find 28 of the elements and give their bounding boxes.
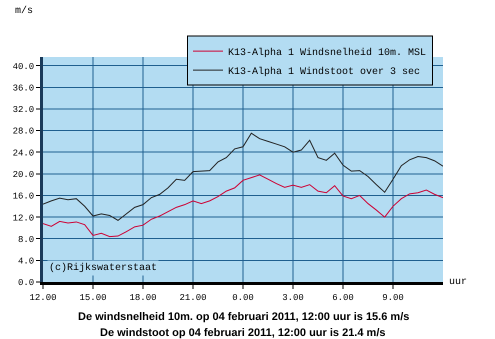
y-tick-label: 16.0 [12, 192, 34, 202]
y-tick-label: 8.0 [18, 234, 34, 245]
y-tick-label: 28.0 [12, 126, 34, 137]
legend-label: K13-Alpha 1 Windsnelheid 10m. MSL [228, 47, 426, 60]
line-series [43, 174, 443, 238]
text: De windstoot op 04 februari 2011, 12:00 uur is 21.4 m/s [100, 327, 386, 339]
x-tick-label: 15.00 [79, 292, 107, 303]
y-tick-label: 24.0 [12, 148, 34, 158]
x-tick-label: 0.00 [232, 292, 254, 303]
y-tick-label: 0.0 [18, 278, 34, 288]
x-axis-title: uur [449, 277, 468, 288]
y-tick-label: 36.0 [12, 83, 34, 94]
y-tick-label: 12.0 [12, 213, 34, 224]
y-tick-label: 40.0 [12, 62, 34, 72]
x-tick-label: 3.00 [282, 292, 304, 303]
x-tick-label: 18.00 [129, 292, 157, 303]
y-tick-label: 32.0 [12, 105, 34, 116]
y-tick-label: 4.0 [18, 256, 34, 267]
x-tick-label: 12.00 [29, 292, 57, 303]
y-tick-label: 20.0 [12, 170, 34, 180]
x-tick-label: 6.00 [332, 292, 354, 303]
line-series [43, 132, 443, 221]
y-axis-title: m/s [15, 5, 34, 17]
annotation: (c)Rijkswaterstaat [49, 262, 158, 274]
text: De windsnelheid 10m. op 04 februari 2011, 12:00 uur is 15.6 m/s [78, 311, 410, 323]
x-tick-label: 21.00 [179, 292, 207, 303]
legend-label: K13-Alpha 1 Windstoot over 3 sec [228, 66, 420, 78]
x-tick-label: 9.00 [382, 292, 404, 303]
